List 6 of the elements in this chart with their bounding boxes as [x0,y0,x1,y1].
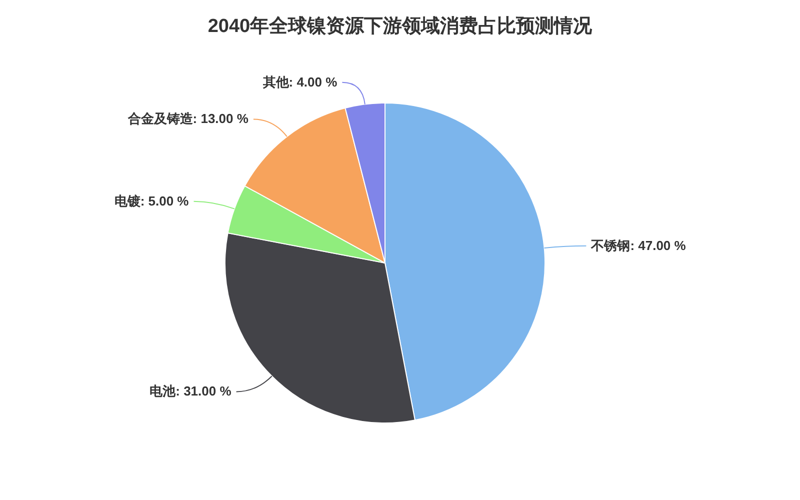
chart-title: 2040年全球镍资源下游领域消费占比预测情况 [208,15,594,37]
slice-label: 其他: 4.00 % [262,74,338,90]
slice-label: 电镀: 5.00 % [114,193,190,208]
slice-label: 电池: 31.00 % [150,384,232,399]
slice-label: 合金及铸造: 13.00 % [126,111,249,126]
slice-label: 不锈钢: 47.00 % [590,238,686,253]
